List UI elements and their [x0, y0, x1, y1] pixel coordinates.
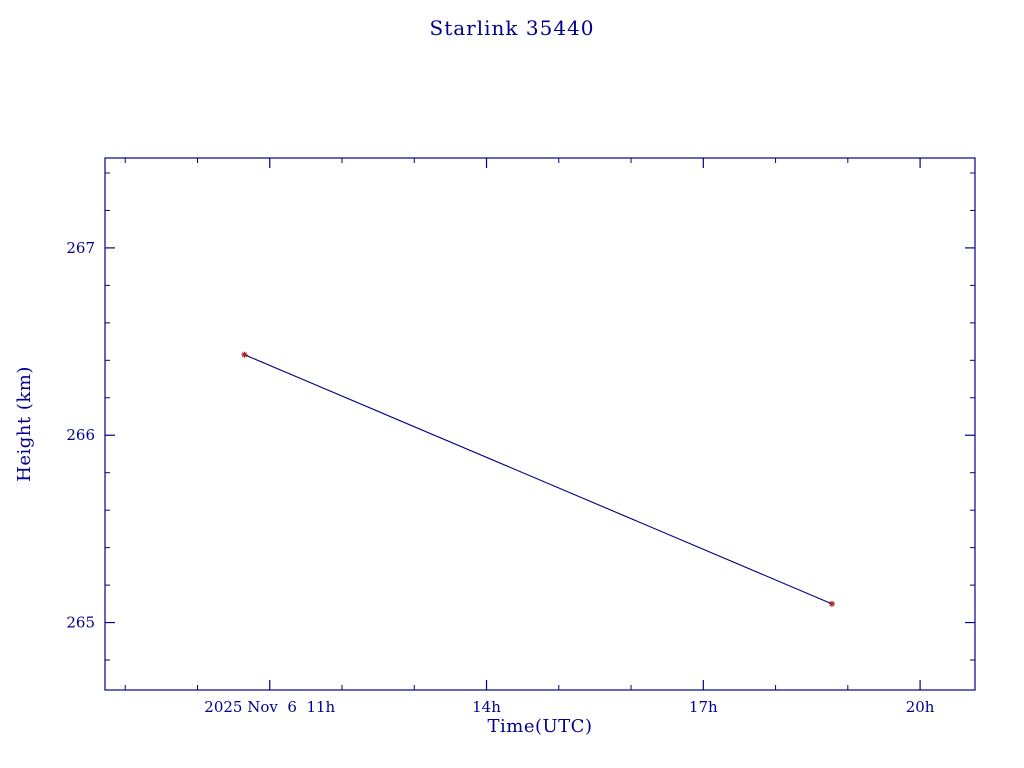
- svg-text:2025 Nov 6 11h: 2025 Nov 6 11h: [204, 698, 335, 716]
- svg-text:266: 266: [66, 426, 95, 444]
- svg-text:265: 265: [66, 614, 95, 632]
- svg-text:17h: 17h: [689, 698, 718, 716]
- svg-text:14h: 14h: [472, 698, 501, 716]
- x-axis-label: Time(UTC): [487, 716, 593, 737]
- svg-text:267: 267: [66, 239, 95, 257]
- svg-text:20h: 20h: [906, 698, 935, 716]
- chart-title: Starlink 35440: [429, 16, 595, 40]
